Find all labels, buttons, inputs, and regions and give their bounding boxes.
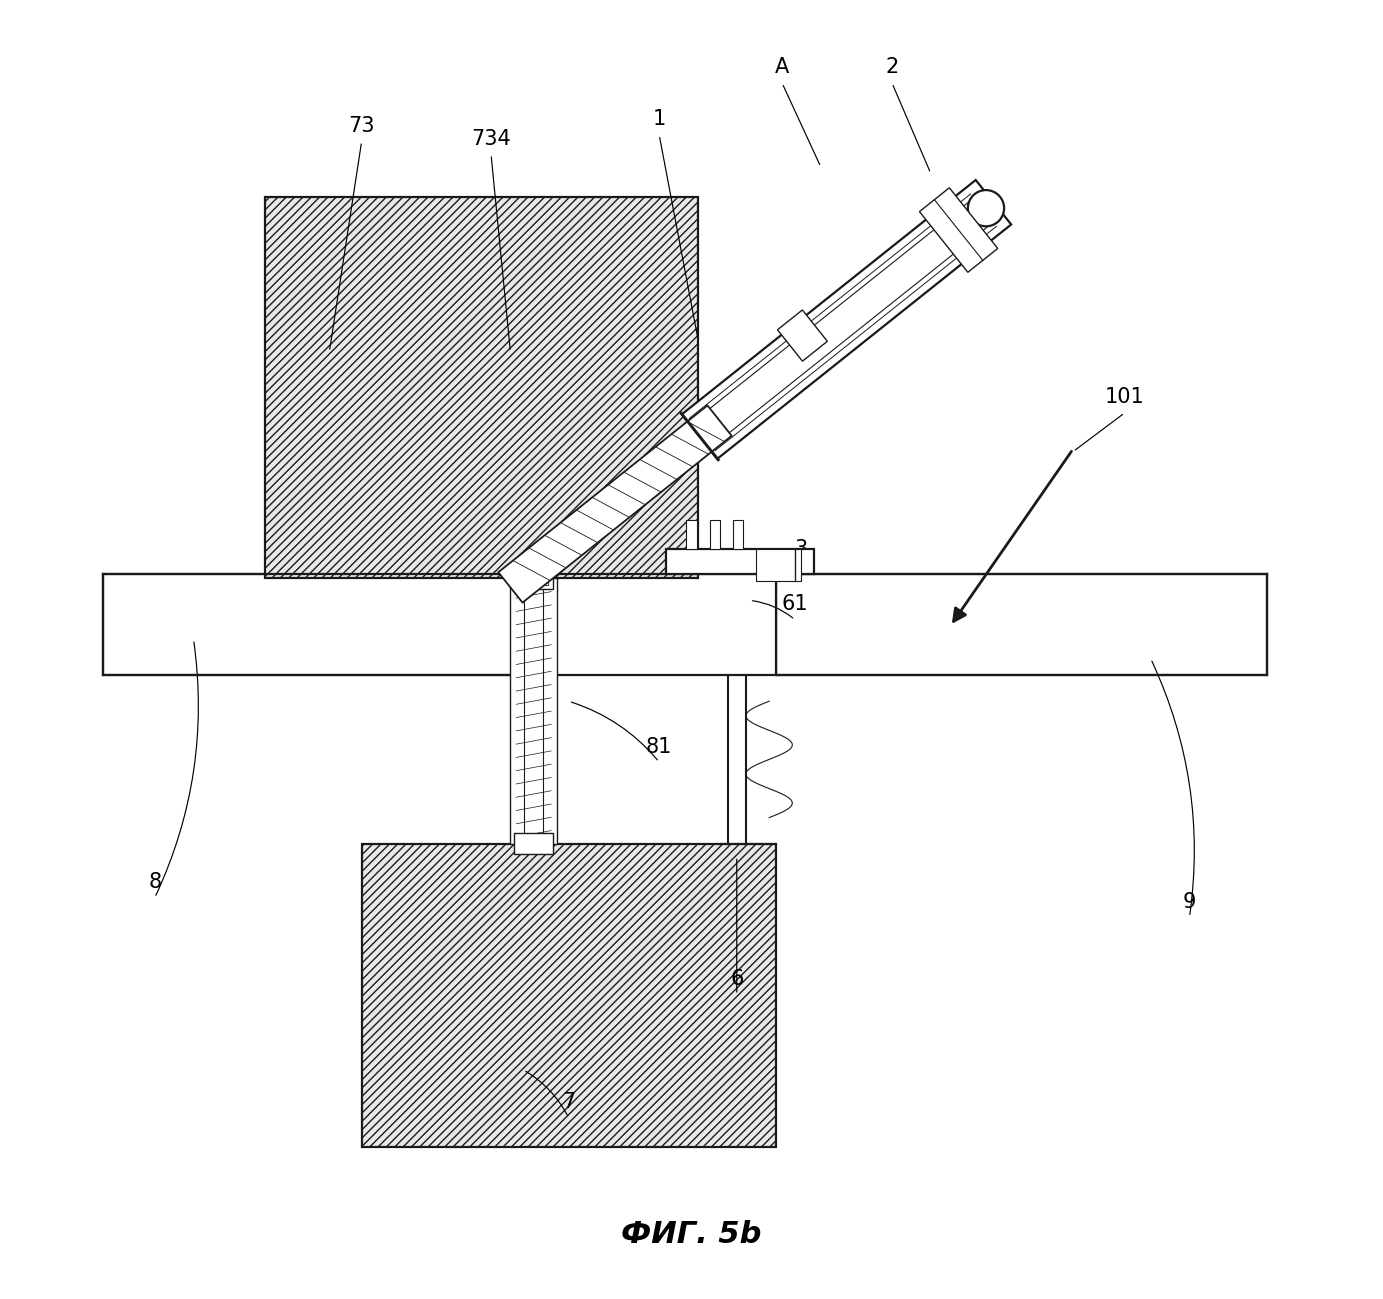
Polygon shape [777,310,827,361]
Text: 734: 734 [472,129,510,148]
Text: 3: 3 [795,539,808,559]
Bar [510,578,557,843]
Bar [709,520,721,548]
Text: 7: 7 [561,1092,575,1112]
Polygon shape [920,188,997,273]
Bar [520,572,548,585]
Text: 61: 61 [781,594,808,614]
Circle shape [968,190,1004,226]
Text: 73: 73 [349,116,375,135]
Bar [665,548,815,574]
Bar [264,196,698,578]
Text: 6: 6 [730,969,744,990]
Bar [514,568,553,588]
Text: 9: 9 [1182,891,1196,912]
Text: 8: 8 [148,873,162,892]
Text: 101: 101 [1105,387,1145,408]
Text: A: A [774,57,790,78]
Bar [514,833,553,853]
Bar [102,574,523,675]
Text: ФИГ. 5b: ФИГ. 5b [621,1220,762,1248]
Polygon shape [682,181,1011,459]
Text: 2: 2 [885,57,899,78]
Text: 81: 81 [646,737,672,756]
Bar [776,574,1267,675]
Bar [686,520,697,548]
Bar [757,548,801,581]
Text: 1: 1 [653,109,665,129]
Polygon shape [498,405,732,603]
Bar [362,843,776,1147]
Bar [733,520,743,548]
